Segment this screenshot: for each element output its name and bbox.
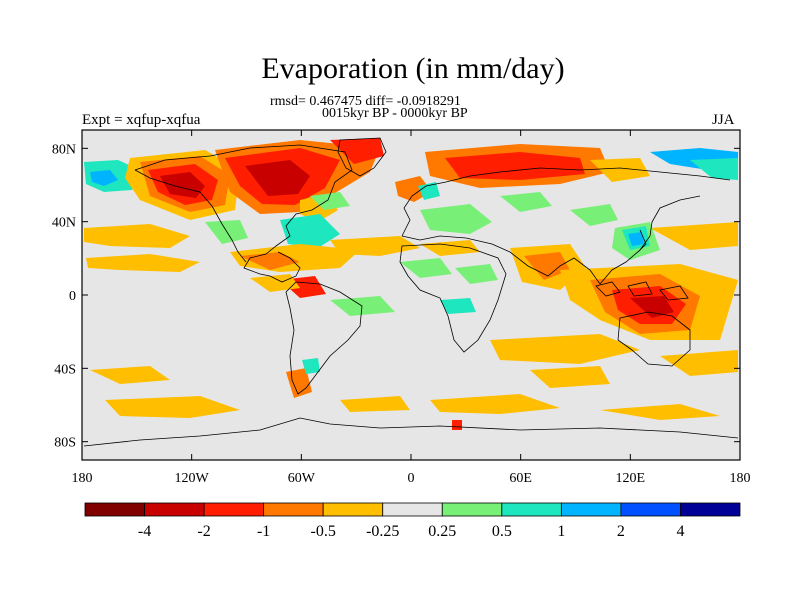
contour-region [280,214,340,248]
contour-region [690,158,738,180]
y-tick-label: 0 [69,289,76,304]
experiment-label: Expt = xqfup-xqfua [82,112,201,128]
contour-region [84,224,190,248]
contour-region [90,170,118,186]
x-tick-label: 60E [509,471,532,486]
contour-region [245,160,310,196]
contour-region [660,350,738,376]
coastline [337,137,387,177]
colorbar-label: -0.5 [311,523,336,540]
colorbar-label: 0.5 [492,523,512,540]
contour-region [400,258,452,278]
colorbar-swatch [560,502,622,517]
contour-region [105,396,240,418]
colorbar-swatch [620,502,681,517]
colorbar-swatch [501,502,562,517]
colorbar-swatch [382,502,443,517]
contour-region [330,236,420,256]
colorbar-swatch [322,502,384,517]
contour-region [302,358,320,374]
contour-region [445,152,585,180]
colorbar: -4 -2 -1 -0.5 -0.25 0.25 0.5 1 2 4 [84,502,741,540]
y-axis: 80N 40N 0 40S 80S [52,142,740,451]
colorbar-label: 4 [676,523,684,540]
y-tick-label: 80N [52,142,76,157]
contour-region [286,368,312,398]
coastline [637,229,647,253]
contour-region [440,298,476,314]
season-label: JJA [712,112,735,128]
x-tick-label: 120W [175,471,210,486]
coastline [399,243,507,353]
contour-region [524,252,570,280]
contour-region [628,232,644,246]
coastline [595,281,621,297]
contour-region [420,204,492,234]
x-tick-label: 120E [616,471,646,486]
x-tick-label: 60W [288,471,316,486]
contour-region [86,254,200,272]
coastline [83,417,739,447]
colorbar-swatch [203,502,265,517]
contour-region [500,192,552,212]
contour-region [455,264,498,284]
period-subtitle: 0015kyr BP - 0000kyr BP [322,106,468,121]
coastline [627,281,653,297]
y-tick-label: 40N [52,216,76,231]
contour-region [330,296,395,316]
colorbar-label: 1 [557,523,565,540]
colorbar-label: -4 [138,523,151,540]
contour-region [90,366,170,384]
contour-region [205,220,248,244]
y-tick-label: 80S [54,436,76,451]
colorbar-label: 2 [617,523,625,540]
contour-region [570,204,618,226]
map-title: Evaporation (in mm/day) [261,52,565,85]
colorbar-swatch [263,502,324,517]
contour-region [330,138,384,164]
contour-region [310,192,350,210]
contour-region [418,182,440,200]
contour-region [630,296,674,318]
coastline [134,144,353,283]
coastline [401,167,731,237]
contour-region [600,404,720,420]
colorbar-label: -1 [257,523,270,540]
x-tick-label: 180 [72,471,93,486]
colorbar-label: -0.25 [366,523,399,540]
colorbar-swatch [84,502,145,517]
coastline [659,285,689,301]
coastline [401,195,701,285]
colorbar-swatch [680,502,741,517]
x-tick-label: 0 [408,471,415,486]
contour-region [430,394,560,414]
contour-region [650,222,738,250]
colorbar-swatch [144,502,205,517]
x-axis: 180 120W 60W 0 60E 120E 180 [72,130,751,486]
colorbar-label: -2 [197,523,210,540]
contour-region [452,420,462,430]
stats-line: rmsd= 0.467475 diff= -0.0918291 [270,94,461,109]
contour-region [250,274,300,292]
contour-region [530,366,610,388]
coastline [285,281,363,395]
contour-region [590,158,650,182]
x-tick-label: 180 [730,471,751,486]
coastline [617,311,691,367]
contour-region [490,334,640,364]
colorbar-swatch [441,502,503,517]
contour-region [160,172,205,198]
coastline [134,169,247,263]
y-tick-label: 40S [54,362,76,377]
colorbar-label: 0.25 [428,523,456,540]
contour-region [340,396,410,412]
coastlines [83,137,739,447]
